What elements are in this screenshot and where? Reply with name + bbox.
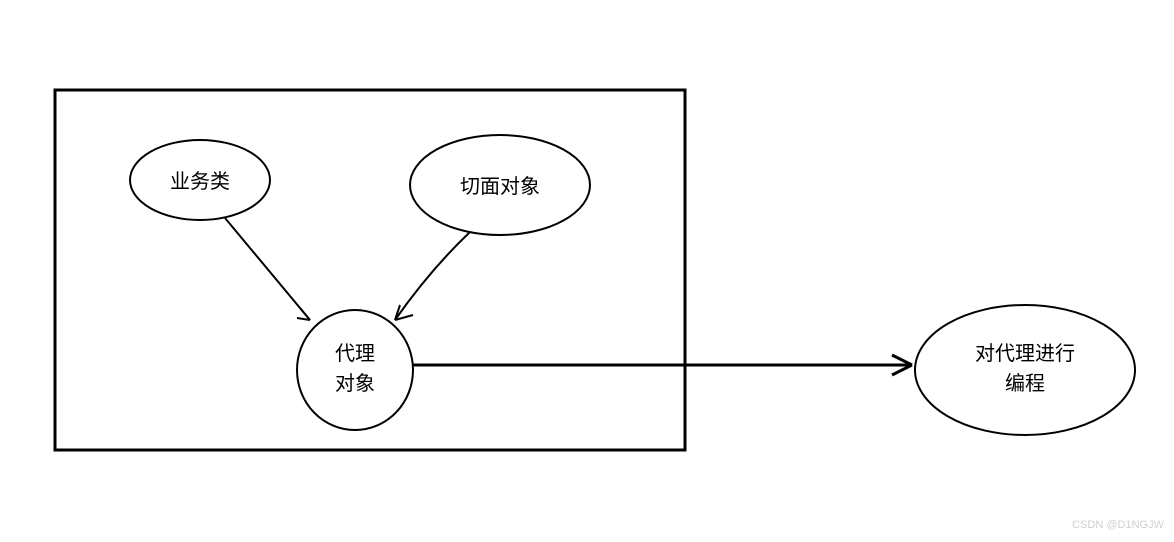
programming-node <box>915 305 1135 435</box>
diagram-canvas: 业务类 切面对象 代理 对象 对代理进行 编程 CSDN @D1NGJW <box>0 0 1174 537</box>
programming-label-line1: 对代理进行 <box>975 342 1075 365</box>
proxy-label-line1: 代理 <box>335 342 375 365</box>
proxy-node <box>297 310 413 430</box>
programming-label-line2: 编程 <box>1005 372 1045 395</box>
proxy-label-line2: 对象 <box>335 372 375 395</box>
arrowhead-business-to-proxy <box>297 308 310 320</box>
business-label: 业务类 <box>170 170 230 193</box>
aspect-label: 切面对象 <box>460 175 540 198</box>
watermark-text: CSDN @D1NGJW <box>1072 519 1164 531</box>
diagram-svg: 业务类 切面对象 代理 对象 对代理进行 编程 <box>0 0 1174 537</box>
edge-aspect-to-proxy <box>395 232 470 320</box>
edge-business-to-proxy <box>225 218 310 320</box>
